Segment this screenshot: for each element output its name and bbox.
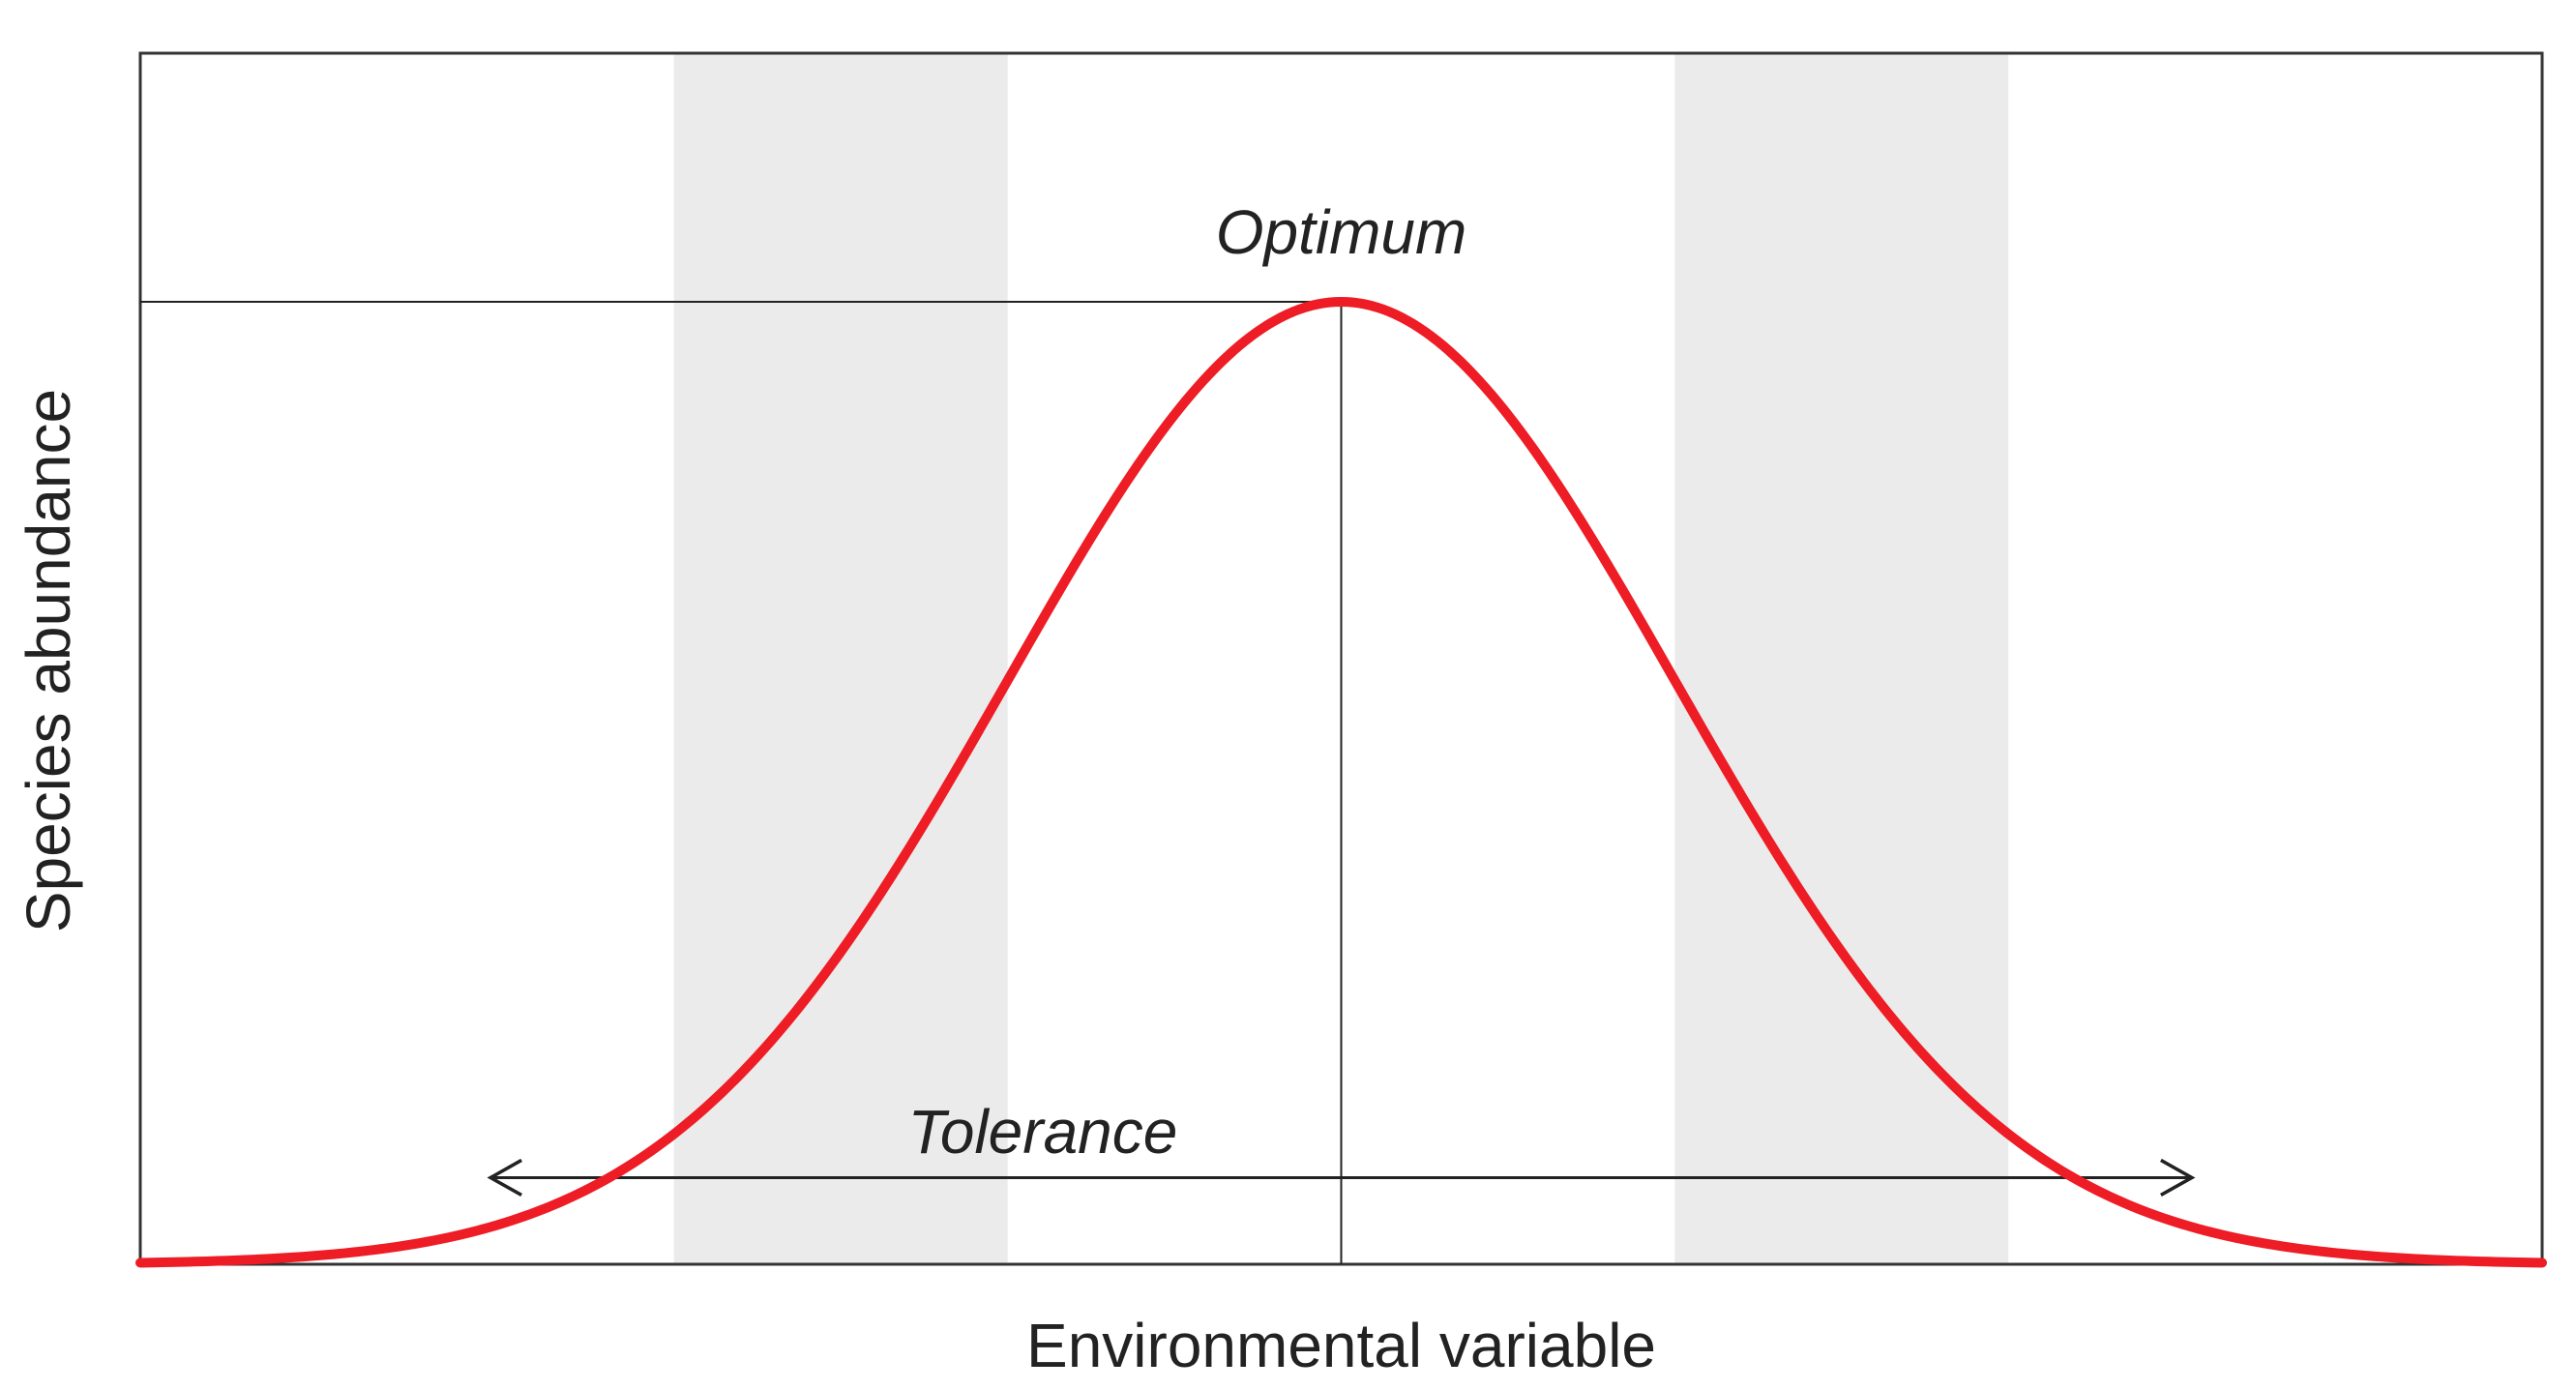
tolerance-label: Tolerance [908,1097,1178,1167]
optimum-label: Optimum [1216,197,1467,267]
left-band [673,53,1008,1264]
tolerance-arrowhead-right [2160,1158,2196,1197]
series-line-species-response [135,296,2547,1268]
y-axis-label: Species abundance [14,389,83,932]
x-axis-label: Environmental variable [1026,1311,1656,1380]
tolerance-arrowhead-left [487,1158,522,1197]
shaded-bands [673,53,2009,1264]
right-band [1674,53,2009,1264]
